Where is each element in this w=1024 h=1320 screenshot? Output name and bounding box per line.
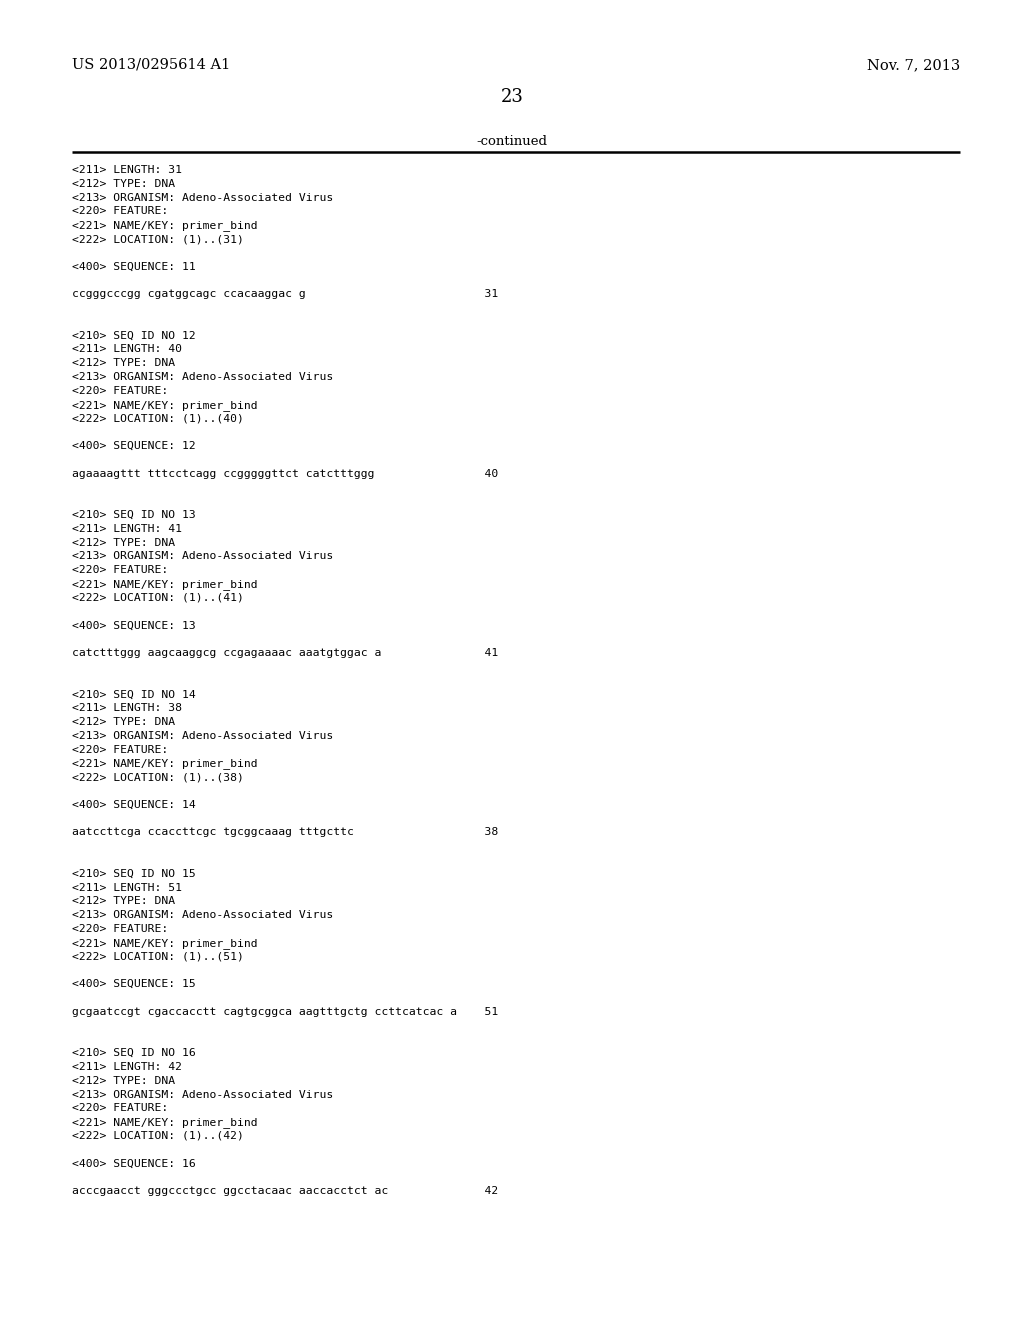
- Text: <221> NAME/KEY: primer_bind: <221> NAME/KEY: primer_bind: [72, 220, 258, 231]
- Text: <400> SEQUENCE: 12: <400> SEQUENCE: 12: [72, 441, 196, 451]
- Text: Nov. 7, 2013: Nov. 7, 2013: [866, 58, 961, 73]
- Text: <221> NAME/KEY: primer_bind: <221> NAME/KEY: primer_bind: [72, 937, 258, 949]
- Text: <212> TYPE: DNA: <212> TYPE: DNA: [72, 358, 175, 368]
- Text: US 2013/0295614 A1: US 2013/0295614 A1: [72, 58, 230, 73]
- Text: <212> TYPE: DNA: <212> TYPE: DNA: [72, 717, 175, 727]
- Text: <211> LENGTH: 38: <211> LENGTH: 38: [72, 704, 182, 713]
- Text: catctttggg aagcaaggcg ccgagaaaac aaatgtggac a               41: catctttggg aagcaaggcg ccgagaaaac aaatgtg…: [72, 648, 499, 657]
- Text: <220> FEATURE:: <220> FEATURE:: [72, 744, 168, 755]
- Text: <220> FEATURE:: <220> FEATURE:: [72, 565, 168, 576]
- Text: <400> SEQUENCE: 15: <400> SEQUENCE: 15: [72, 979, 196, 989]
- Text: <210> SEQ ID NO 12: <210> SEQ ID NO 12: [72, 330, 196, 341]
- Text: <220> FEATURE:: <220> FEATURE:: [72, 385, 168, 396]
- Text: <213> ORGANISM: Adeno-Associated Virus: <213> ORGANISM: Adeno-Associated Virus: [72, 372, 333, 381]
- Text: 23: 23: [501, 88, 523, 106]
- Text: <210> SEQ ID NO 14: <210> SEQ ID NO 14: [72, 689, 196, 700]
- Text: <400> SEQUENCE: 11: <400> SEQUENCE: 11: [72, 261, 196, 272]
- Text: <400> SEQUENCE: 16: <400> SEQUENCE: 16: [72, 1159, 196, 1168]
- Text: <221> NAME/KEY: primer_bind: <221> NAME/KEY: primer_bind: [72, 579, 258, 590]
- Text: <211> LENGTH: 51: <211> LENGTH: 51: [72, 883, 182, 892]
- Text: <221> NAME/KEY: primer_bind: <221> NAME/KEY: primer_bind: [72, 759, 258, 770]
- Text: <210> SEQ ID NO 13: <210> SEQ ID NO 13: [72, 510, 196, 520]
- Text: <211> LENGTH: 40: <211> LENGTH: 40: [72, 345, 182, 354]
- Text: <400> SEQUENCE: 13: <400> SEQUENCE: 13: [72, 620, 196, 631]
- Text: gcgaatccgt cgaccacctt cagtgcggca aagtttgctg ccttcatcac a    51: gcgaatccgt cgaccacctt cagtgcggca aagtttg…: [72, 1007, 499, 1016]
- Text: <211> LENGTH: 42: <211> LENGTH: 42: [72, 1063, 182, 1072]
- Text: <222> LOCATION: (1)..(51): <222> LOCATION: (1)..(51): [72, 952, 244, 961]
- Text: <222> LOCATION: (1)..(41): <222> LOCATION: (1)..(41): [72, 593, 244, 603]
- Text: <210> SEQ ID NO 15: <210> SEQ ID NO 15: [72, 869, 196, 879]
- Text: <213> ORGANISM: Adeno-Associated Virus: <213> ORGANISM: Adeno-Associated Virus: [72, 1089, 333, 1100]
- Text: <213> ORGANISM: Adeno-Associated Virus: <213> ORGANISM: Adeno-Associated Virus: [72, 911, 333, 920]
- Text: <222> LOCATION: (1)..(42): <222> LOCATION: (1)..(42): [72, 1131, 244, 1140]
- Text: <221> NAME/KEY: primer_bind: <221> NAME/KEY: primer_bind: [72, 400, 258, 411]
- Text: <211> LENGTH: 41: <211> LENGTH: 41: [72, 524, 182, 533]
- Text: <213> ORGANISM: Adeno-Associated Virus: <213> ORGANISM: Adeno-Associated Virus: [72, 193, 333, 202]
- Text: <212> TYPE: DNA: <212> TYPE: DNA: [72, 1076, 175, 1086]
- Text: <222> LOCATION: (1)..(38): <222> LOCATION: (1)..(38): [72, 772, 244, 783]
- Text: <220> FEATURE:: <220> FEATURE:: [72, 1104, 168, 1113]
- Text: acccgaacct gggccctgcc ggcctacaac aaccacctct ac              42: acccgaacct gggccctgcc ggcctacaac aaccacc…: [72, 1187, 499, 1196]
- Text: <220> FEATURE:: <220> FEATURE:: [72, 924, 168, 935]
- Text: <222> LOCATION: (1)..(40): <222> LOCATION: (1)..(40): [72, 413, 244, 424]
- Text: <212> TYPE: DNA: <212> TYPE: DNA: [72, 178, 175, 189]
- Text: <221> NAME/KEY: primer_bind: <221> NAME/KEY: primer_bind: [72, 1117, 258, 1129]
- Text: aatccttcga ccaccttcgc tgcggcaaag tttgcttc                   38: aatccttcga ccaccttcgc tgcggcaaag tttgctt…: [72, 828, 499, 837]
- Text: <212> TYPE: DNA: <212> TYPE: DNA: [72, 896, 175, 907]
- Text: ccgggcccgg cgatggcagc ccacaaggac g                          31: ccgggcccgg cgatggcagc ccacaaggac g 31: [72, 289, 499, 300]
- Text: <220> FEATURE:: <220> FEATURE:: [72, 206, 168, 216]
- Text: <222> LOCATION: (1)..(31): <222> LOCATION: (1)..(31): [72, 234, 244, 244]
- Text: <213> ORGANISM: Adeno-Associated Virus: <213> ORGANISM: Adeno-Associated Virus: [72, 552, 333, 561]
- Text: <400> SEQUENCE: 14: <400> SEQUENCE: 14: [72, 800, 196, 809]
- Text: <210> SEQ ID NO 16: <210> SEQ ID NO 16: [72, 1048, 196, 1059]
- Text: agaaaagttt tttcctcagg ccgggggttct catctttggg                40: agaaaagttt tttcctcagg ccgggggttct catctt…: [72, 469, 499, 479]
- Text: <211> LENGTH: 31: <211> LENGTH: 31: [72, 165, 182, 176]
- Text: -continued: -continued: [476, 135, 548, 148]
- Text: <213> ORGANISM: Adeno-Associated Virus: <213> ORGANISM: Adeno-Associated Virus: [72, 731, 333, 741]
- Text: <212> TYPE: DNA: <212> TYPE: DNA: [72, 537, 175, 548]
